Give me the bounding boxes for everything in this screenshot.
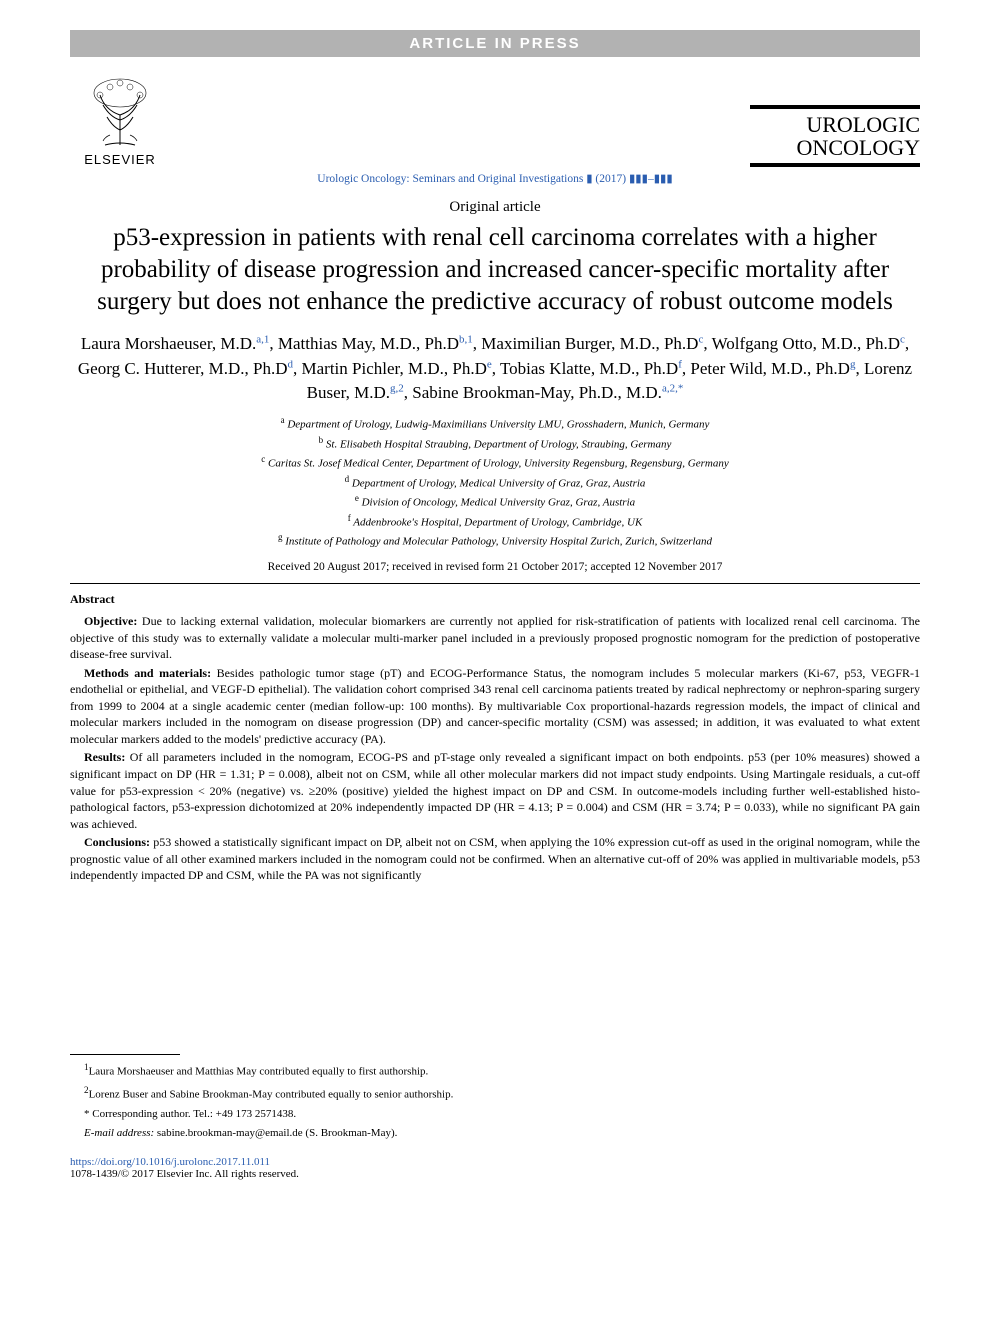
author: Wolfgang Otto, M.D., Ph.Dc [712,334,905,353]
affiliations: a Department of Urology, Ludwig-Maximili… [70,414,920,551]
copyright-line: 1078-1439/© 2017 Elsevier Inc. All right… [70,1168,920,1180]
abstract-body: Objective: Due to lacking external valid… [70,613,920,884]
doi-link[interactable]: https://doi.org/10.1016/j.urolonc.2017.1… [70,1156,920,1168]
footnote-corresponding: * Corresponding author. Tel.: +49 173 25… [70,1107,920,1122]
journal-reference-line[interactable]: Urologic Oncology: Seminars and Original… [70,171,920,185]
author: Peter Wild, M.D., Ph.Dg [690,359,855,378]
author: Tobias Klatte, M.D., Ph.Df [500,359,682,378]
affiliation: d Department of Urology, Medical Univers… [70,473,920,493]
article-page: ARTICLE IN PRESS ELSEVIER [0,0,990,1220]
affiliation: e Division of Oncology, Medical Universi… [70,492,920,512]
publisher-block: ELSEVIER [70,75,170,167]
rule-top [70,583,920,584]
article-status-banner: ARTICLE IN PRESS [70,30,920,57]
affiliation: a Department of Urology, Ludwig-Maximili… [70,414,920,434]
author: Maximilian Burger, M.D., Ph.Dc [481,334,703,353]
authors-list: Laura Morshaeuser, M.D.a,1, Matthias May… [70,332,920,406]
article-dates: Received 20 August 2017; received in rev… [70,561,920,573]
author: Martin Pichler, M.D., Ph.De [302,359,492,378]
author: Sabine Brookman-May, Ph.D., M.D.a,2,* [412,383,683,402]
affiliation: f Addenbrooke's Hospital, Department of … [70,512,920,532]
affiliation: b St. Elisabeth Hospital Straubing, Depa… [70,434,920,454]
elsevier-tree-icon [85,75,155,150]
author: Matthias May, M.D., Ph.Db,1 [278,334,473,353]
footnote-2: 2Lorenz Buser and Sabine Brookman-May co… [70,1084,920,1103]
article-title: p53-expression in patients with renal ce… [78,222,912,318]
journal-logo-line2: ONCOLOGY [750,136,920,159]
abstract-conclusions: Conclusions: p53 showed a statistically … [70,834,920,884]
author: Laura Morshaeuser, M.D.a,1 [81,334,270,353]
abstract-methods: Methods and materials: Besides pathologi… [70,665,920,748]
footnotes: 1Laura Morshaeuser and Matthias May cont… [70,1061,920,1142]
journal-logo: UROLOGIC ONCOLOGY [750,105,920,167]
publisher-name: ELSEVIER [84,152,156,167]
footnote-separator [70,1054,180,1055]
affiliation: g Institute of Pathology and Molecular P… [70,531,920,551]
abstract-heading: Abstract [70,592,920,607]
header-row: ELSEVIER UROLOGIC ONCOLOGY [70,75,920,167]
abstract-objective: Objective: Due to lacking external valid… [70,613,920,663]
author: Georg C. Hutterer, M.D., Ph.Dd [78,359,293,378]
journal-logo-line1: UROLOGIC [750,113,920,136]
footnote-1: 1Laura Morshaeuser and Matthias May cont… [70,1061,920,1080]
abstract-results: Results: Of all parameters included in t… [70,749,920,832]
affiliation: c Caritas St. Josef Medical Center, Depa… [70,453,920,473]
article-type: Original article [70,199,920,216]
footnote-email: E-mail address: sabine.brookman-may@emai… [70,1126,920,1141]
